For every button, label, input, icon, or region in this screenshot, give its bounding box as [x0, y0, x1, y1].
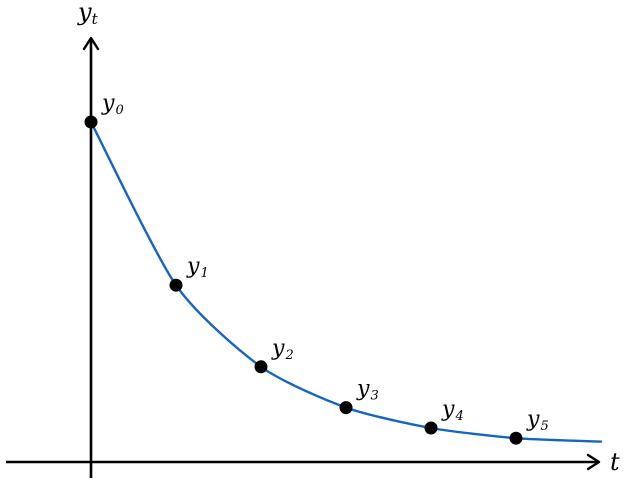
y-axis-title-base: y [77, 0, 92, 26]
data-label-subscript: 0 [115, 103, 123, 118]
data-point-y3 [339, 401, 353, 415]
data-label-subscript: 2 [284, 348, 293, 363]
data-label-subscript: 3 [370, 389, 378, 404]
data-label-y3: y3 [356, 377, 379, 404]
data-label-base: y [441, 397, 455, 422]
data-point-y2 [254, 360, 268, 374]
data-label-subscript: 1 [200, 266, 208, 281]
data-label-base: y [356, 377, 370, 402]
data-point-y0 [84, 115, 98, 129]
x-axis-title: t [610, 448, 620, 476]
data-label-y1: y1 [186, 254, 209, 281]
y-axis-arrow [82, 36, 100, 51]
data-label-y5: y5 [526, 407, 549, 434]
y-axis-title-subscript: t [92, 10, 99, 28]
data-point-y5 [509, 431, 523, 445]
data-label-base: y [271, 336, 285, 361]
x-axis-arrow [586, 453, 601, 471]
data-point-y1 [169, 278, 183, 292]
data-label-subscript: 4 [454, 409, 463, 424]
data-point-y4 [424, 421, 438, 435]
data-label-y2: y2 [271, 336, 294, 363]
data-label-y0: y0 [101, 91, 124, 118]
series-line [89, 120, 603, 443]
data-label-y4: y4 [441, 397, 464, 424]
data-label-base: y [526, 407, 540, 432]
data-label-base: y [186, 254, 200, 279]
y-axis-title: yt [77, 0, 99, 28]
data-label-base: y [101, 91, 115, 116]
axes: t yt [6, 0, 620, 478]
data-label-subscript: 5 [540, 419, 548, 434]
